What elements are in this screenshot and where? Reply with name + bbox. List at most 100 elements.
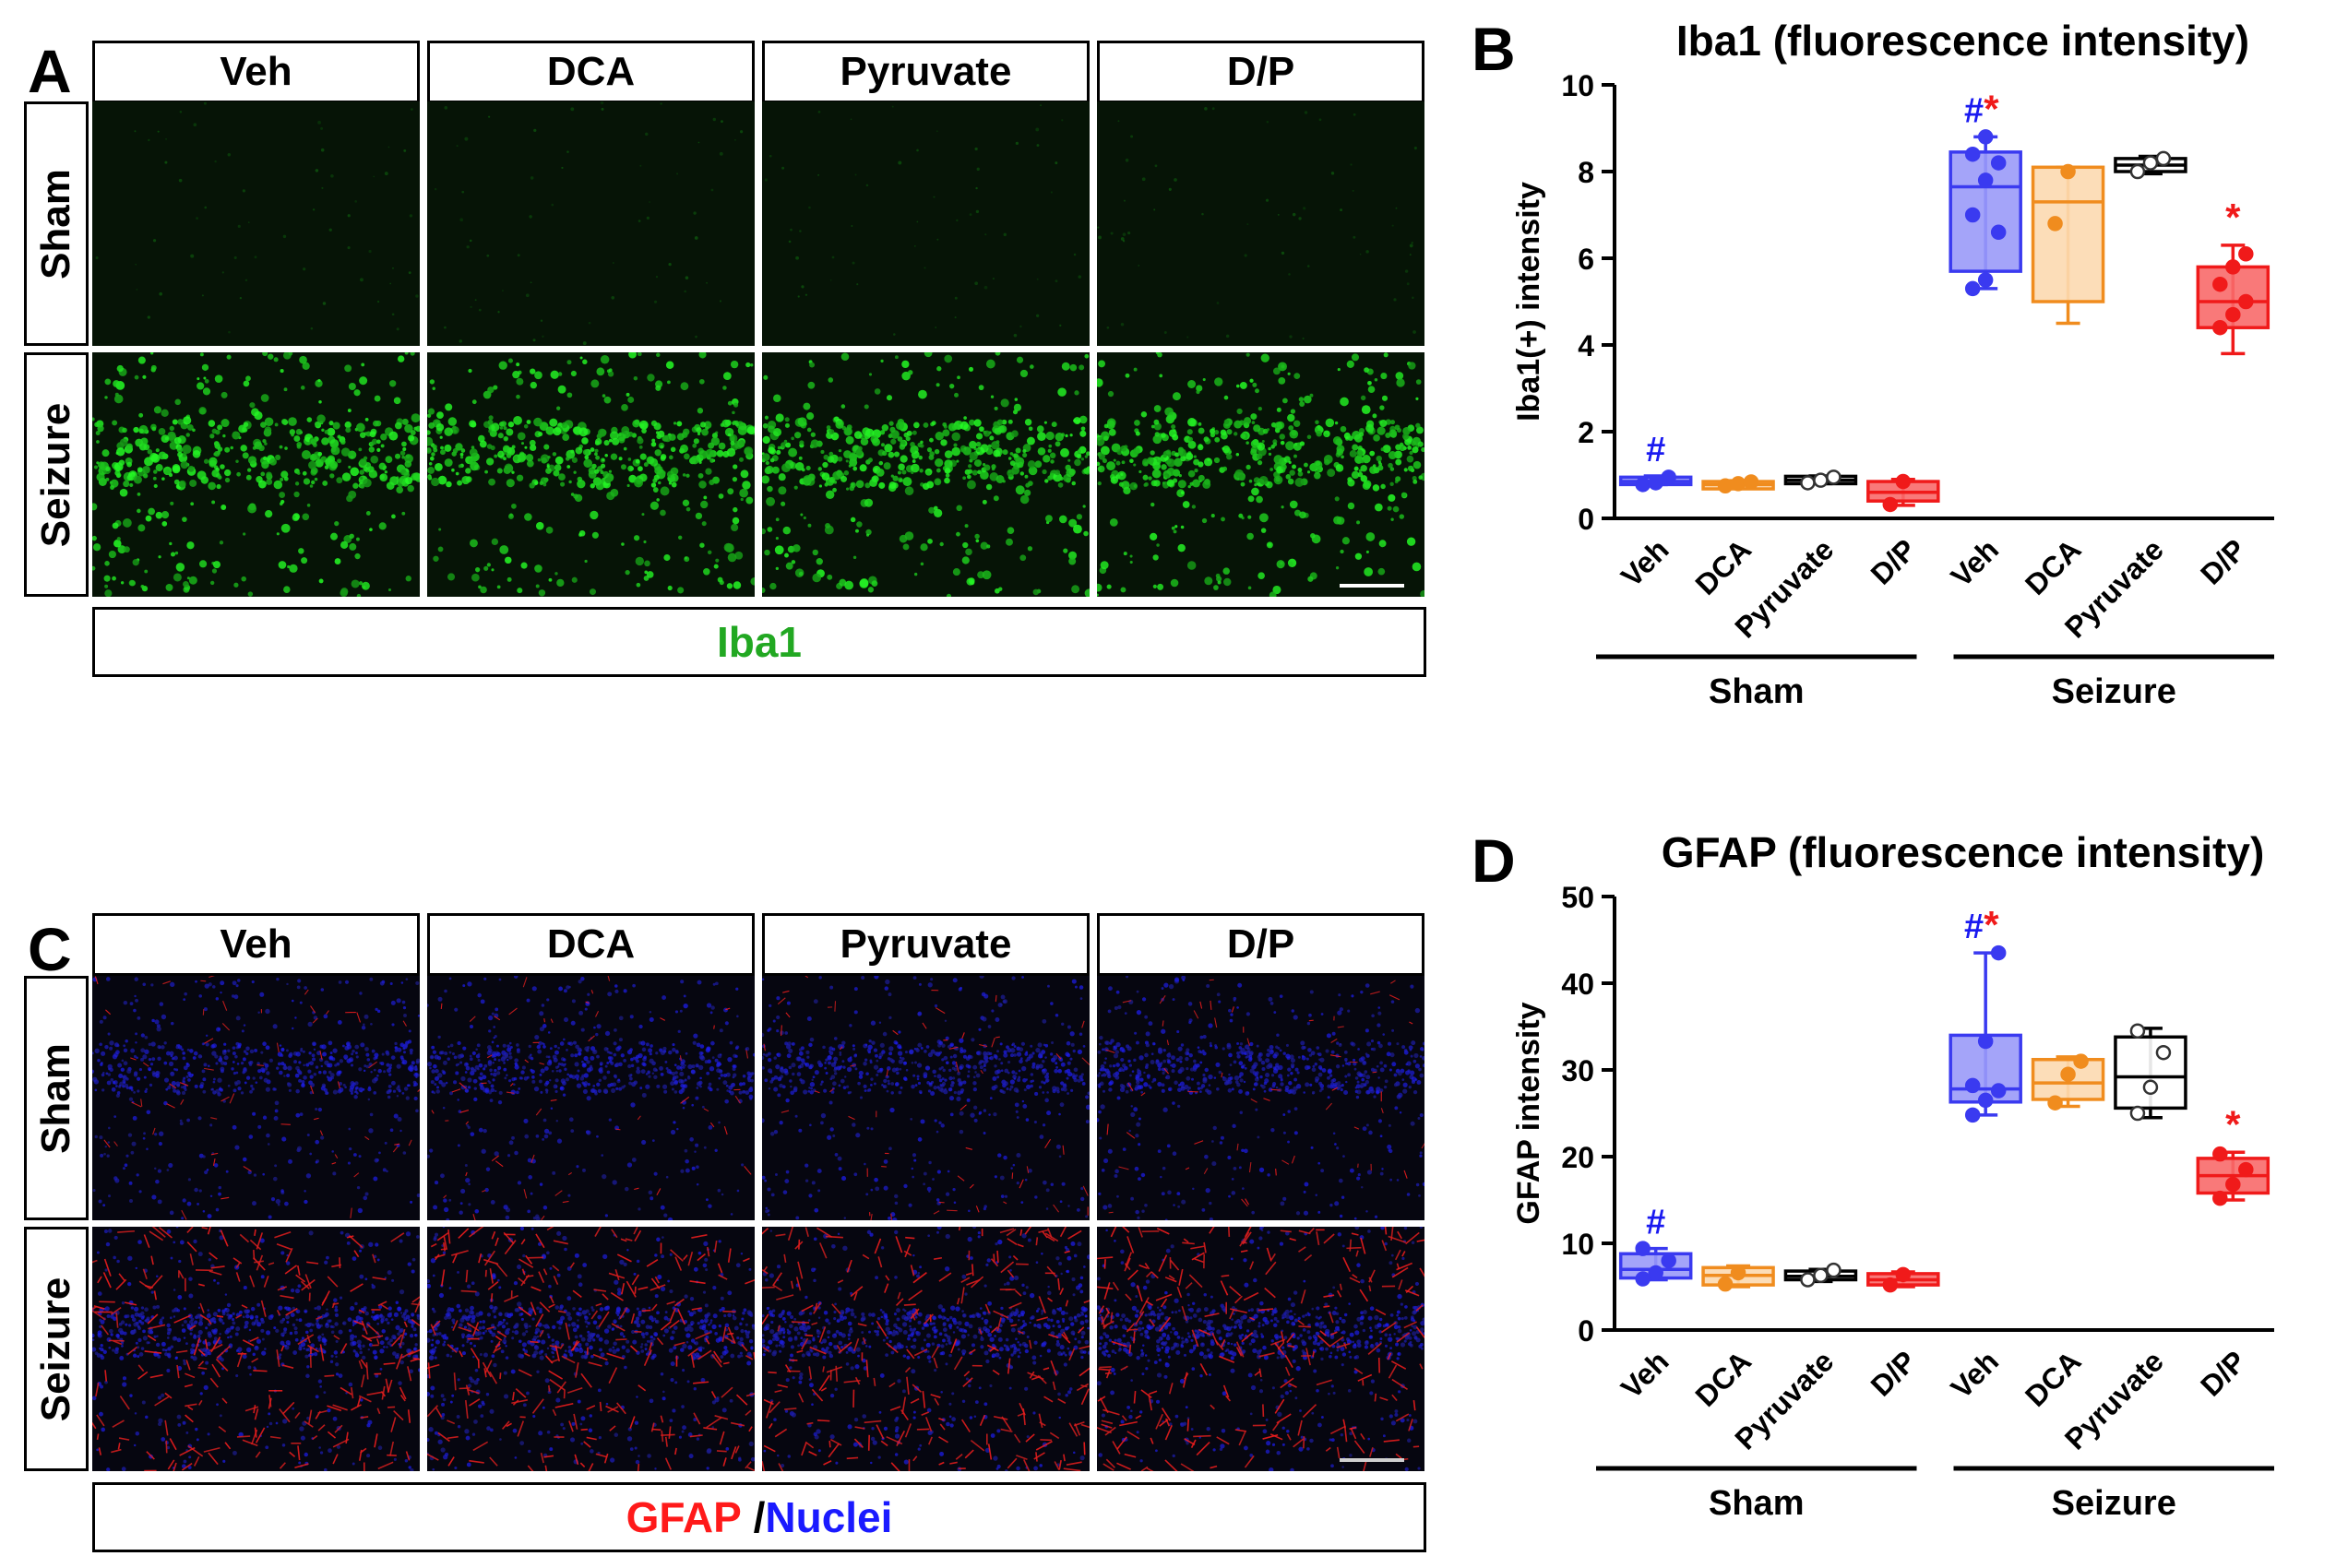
point-1-0-0 — [1635, 1271, 1651, 1287]
x-tick-label-1-0: Veh — [1615, 1344, 1675, 1405]
micrograph-sham-dp — [1097, 101, 1424, 346]
point-0-1-1 — [1730, 476, 1746, 492]
y-axis-label-1: GFAP intensity — [1511, 1002, 1546, 1224]
point-1-7-0 — [2212, 1190, 2228, 1206]
box-0-1 — [1701, 474, 1775, 493]
box-1-3 — [1866, 1266, 1940, 1293]
point-0-1-0 — [1717, 478, 1734, 493]
row-header-sham-c: Sham — [24, 976, 89, 1220]
point-1-0-2 — [1661, 1253, 1676, 1269]
point-0-4-6 — [1964, 146, 1981, 162]
point-0-0-1 — [1648, 475, 1663, 491]
box-1-6 — [2114, 1023, 2187, 1122]
point-0-2-1 — [1813, 472, 1829, 488]
box-1-1 — [1701, 1264, 1775, 1292]
gfap-label-text: GFAP — [626, 1493, 742, 1541]
point-0-7-1 — [2225, 306, 2241, 323]
group-label-1-0: Sham — [1709, 1484, 1804, 1523]
point-0-6-2 — [2155, 150, 2172, 167]
nuclei-label-text: Nuclei — [765, 1493, 893, 1541]
row-header-seizure-c: Seizure — [24, 1227, 89, 1471]
iba1-stain-label: Iba1 — [92, 607, 1426, 677]
sig-star-0-2: * — [2225, 196, 2241, 239]
point-0-4-2 — [1990, 224, 2007, 241]
micrograph-seizure-pyruvate — [762, 1227, 1090, 1471]
box-0-3 — [1866, 473, 1940, 513]
point-0-4-4 — [1977, 172, 1994, 188]
row-header-sham: Sham — [24, 101, 89, 346]
sig-star-0-1: * — [1984, 87, 1999, 130]
micrograph-seizure-dp — [1097, 1227, 1424, 1471]
y-tick-label-0-5: 10 — [1561, 69, 1594, 102]
panel-label-b: B — [1472, 15, 1516, 83]
x-tick-label-0-0: Veh — [1615, 532, 1675, 593]
sig-star-1-2: * — [2225, 1102, 2241, 1146]
panel-label-c: C — [28, 915, 72, 983]
column-header-pyruvate-c: Pyruvate — [762, 913, 1090, 976]
point-0-4-1 — [1977, 272, 1994, 288]
point-0-6-0 — [2129, 163, 2146, 180]
x-tick-label-1-5: DCA — [2019, 1344, 2087, 1412]
box-1-4 — [1949, 944, 2022, 1123]
point-1-5-1 — [2060, 1066, 2076, 1082]
point-0-2-2 — [1826, 469, 1841, 485]
box-0-4 — [1949, 129, 2022, 297]
row-label-sham: Sham — [33, 168, 78, 279]
point-0-7-5 — [2238, 246, 2254, 262]
iba1-box-plot: Iba1 (fluorescence intensity) Iba1(+) int… — [1511, 17, 2274, 711]
x-tick-label-0-5: DCA — [2019, 532, 2087, 600]
y-tick-label-0-2: 4 — [1578, 329, 1594, 362]
chart-title-1: GFAP (fluorescence intensity) — [1662, 828, 2265, 876]
point-0-4-0 — [1964, 280, 1981, 297]
micrograph-seizure-dca — [427, 352, 755, 597]
x-tick-label-0-3: D/P — [1865, 532, 1923, 590]
row-header-seizure: Seizure — [24, 352, 89, 597]
label-separator: / — [741, 1493, 766, 1541]
group-label-1-1: Seizure — [2052, 1484, 2176, 1523]
y-tick-label-1-1: 10 — [1561, 1228, 1594, 1261]
y-tick-label-1-3: 30 — [1561, 1054, 1594, 1087]
point-1-2-1 — [1813, 1267, 1829, 1284]
y-tick-label-0-4: 8 — [1578, 156, 1594, 189]
micrograph-seizure-dp — [1097, 352, 1424, 597]
x-tick-label-0-1: DCA — [1689, 532, 1758, 600]
group-label-0-1: Seizure — [2052, 672, 2176, 711]
box-1-2 — [1783, 1262, 1858, 1288]
micrograph-seizure-veh — [92, 1227, 420, 1471]
x-tick-label-0-4: Veh — [1944, 532, 2005, 593]
box-0-7 — [2196, 244, 2270, 356]
x-tick-label-1-4: Veh — [1944, 1344, 2005, 1405]
point-1-5-2 — [2073, 1053, 2089, 1069]
point-1-6-1 — [2142, 1079, 2159, 1096]
column-header-dca-c: DCA — [427, 913, 755, 976]
point-0-3-0 — [1882, 496, 1899, 513]
y-tick-label-0-3: 6 — [1578, 243, 1594, 276]
micrograph-sham-veh — [92, 976, 420, 1220]
point-1-3-1 — [1895, 1266, 1912, 1283]
sig-hash-1-0: # — [1646, 1204, 1665, 1242]
point-1-3-0 — [1882, 1277, 1899, 1293]
point-0-5-1 — [2060, 163, 2076, 180]
point-1-4-0 — [1964, 1107, 1981, 1123]
point-0-5-0 — [2047, 216, 2063, 232]
box-0-5 — [2031, 163, 2105, 326]
point-0-4-7 — [1977, 129, 1994, 145]
point-1-6-2 — [2155, 1044, 2172, 1061]
micrograph-sham-dp — [1097, 976, 1424, 1220]
sig-hash-0-0: # — [1646, 431, 1665, 469]
row-label-seizure: Seizure — [33, 402, 78, 547]
box-0-0 — [1618, 469, 1693, 493]
box-0-2 — [1783, 469, 1858, 491]
y-tick-label-1-2: 20 — [1561, 1141, 1594, 1174]
point-1-2-2 — [1826, 1262, 1841, 1278]
micrograph-seizure-dca — [427, 1227, 755, 1471]
point-1-4-5 — [1990, 944, 2007, 961]
x-tick-label-1-1: DCA — [1689, 1344, 1758, 1412]
point-1-1-1 — [1730, 1265, 1746, 1281]
point-1-4-1 — [1977, 1092, 1994, 1109]
column-header-dp: D/P — [1097, 41, 1424, 103]
y-tick-label-1-0: 0 — [1578, 1314, 1594, 1348]
column-header-veh-c: Veh — [92, 913, 420, 976]
box-1-0 — [1618, 1241, 1693, 1287]
point-0-0-2 — [1661, 469, 1676, 485]
